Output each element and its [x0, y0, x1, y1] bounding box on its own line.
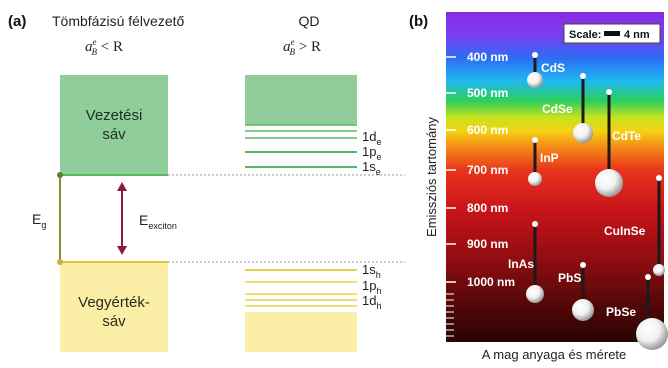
panel-b-label: (b) — [409, 13, 428, 30]
wavelength-ticks: 400 nm 500 nm 600 nm 700 nm 800 nm 900 n… — [446, 50, 515, 337]
pbse-sphere — [636, 318, 668, 350]
valence-band-label-2: sáv — [102, 313, 126, 330]
label-cds: CdS — [541, 61, 565, 75]
exciton-arrow-head-down — [117, 246, 127, 255]
bulk-condition: ae B < R — [85, 37, 123, 57]
label-1dh: 1dh — [362, 293, 381, 311]
tick-600: 600 nm — [467, 123, 508, 137]
label-inas: InAs — [508, 257, 534, 271]
label-1de: 1de — [362, 129, 381, 147]
tick-1000: 1000 nm — [467, 275, 515, 289]
bulk-title: Tömbfázisú félvezető — [52, 13, 184, 29]
scale-value: 4 nm — [624, 29, 650, 41]
material-labels: CdS CdSe CdTe InP CuInSe InAs PbS PbSe — [508, 61, 646, 319]
label-1pe: 1pe — [362, 144, 381, 162]
qd-condition: ae B > R — [283, 37, 321, 57]
eg-dot-bottom — [57, 259, 63, 265]
label-pbse: PbSe — [606, 305, 636, 319]
inas-sphere — [526, 285, 544, 303]
panel-a-label: (a) — [8, 13, 26, 30]
cdse-top-dot — [580, 73, 586, 79]
conduction-band-label-2: sáv — [102, 126, 126, 143]
cuinse-sphere — [653, 264, 665, 276]
eg-dot-top — [57, 172, 63, 178]
pbse-top-dot — [645, 274, 651, 280]
inp-sphere — [528, 172, 542, 186]
panel-b: (b) Emissziós tartomány A mag anyaga és … — [409, 12, 668, 362]
cds-sphere — [527, 72, 543, 88]
label-cdte: CdTe — [612, 129, 641, 143]
label-1ph: 1ph — [362, 278, 381, 296]
bulk-conduction-band — [60, 75, 168, 175]
scale-label: Scale: — [569, 29, 601, 41]
exciton-arrow-head-up — [117, 182, 127, 191]
bulk-valence-band — [60, 262, 168, 352]
pbs-top-dot — [580, 262, 586, 268]
tick-800: 800 nm — [467, 201, 508, 215]
cds-top-dot — [532, 52, 538, 58]
tick-400: 400 nm — [467, 50, 508, 64]
tick-500: 500 nm — [467, 86, 508, 100]
y-axis-label: Emissziós tartomány — [424, 117, 439, 237]
label-cuinse: CuInSe — [604, 224, 646, 238]
cdte-top-dot — [606, 89, 612, 95]
eexciton-label: Eexciton — [139, 212, 177, 231]
emission-spectrum-background — [446, 12, 664, 342]
valence-band-label-1: Vegyérték- — [78, 294, 150, 311]
cuinse-top-dot — [656, 175, 662, 181]
cdse-sphere — [573, 123, 593, 143]
panel-a: (a) Tömbfázisú félvezető QD ae B < R ae B … — [8, 13, 405, 352]
label-inp: InP — [540, 151, 559, 165]
qd-title: QD — [299, 13, 320, 29]
label-1sh: 1sh — [362, 262, 381, 280]
tick-900: 900 nm — [467, 237, 508, 251]
qd-valence-band — [245, 312, 357, 352]
eg-label: Eg — [32, 211, 46, 230]
scale-bar — [604, 31, 620, 36]
conduction-band-label-1: Vezetési — [86, 107, 143, 124]
label-pbs: PbS — [558, 271, 581, 285]
qd-conduction-band — [245, 75, 357, 125]
inas-top-dot — [532, 221, 538, 227]
qd-markers — [526, 52, 668, 350]
label-1se: 1se — [362, 159, 381, 177]
label-cdse: CdSe — [542, 102, 573, 116]
tick-700: 700 nm — [467, 163, 508, 177]
cdte-sphere — [595, 169, 623, 197]
inp-top-dot — [532, 137, 538, 143]
x-axis-label: A mag anyaga és mérete — [482, 347, 627, 362]
pbs-sphere — [572, 299, 594, 321]
